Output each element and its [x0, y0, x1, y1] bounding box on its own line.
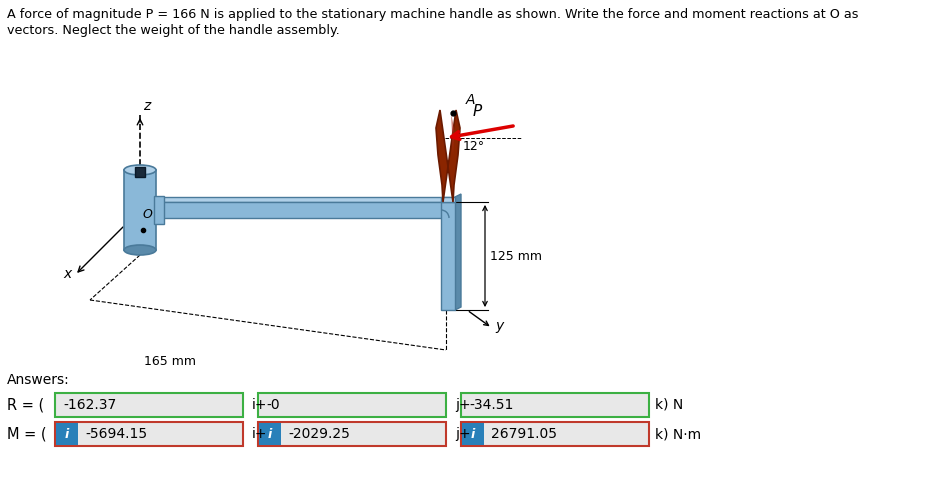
Polygon shape	[123, 170, 156, 250]
Text: P: P	[472, 104, 482, 119]
Text: -0: -0	[265, 398, 279, 412]
FancyBboxPatch shape	[258, 393, 445, 417]
Text: M = (: M = (	[7, 426, 46, 441]
Polygon shape	[441, 197, 455, 202]
Text: i: i	[267, 427, 272, 440]
FancyBboxPatch shape	[56, 423, 78, 445]
Text: y: y	[495, 319, 503, 333]
FancyBboxPatch shape	[258, 422, 445, 446]
Ellipse shape	[123, 245, 156, 255]
Text: k) N·m: k) N·m	[654, 427, 701, 441]
Text: z: z	[143, 99, 150, 113]
Polygon shape	[435, 110, 459, 202]
Text: j+: j+	[455, 427, 470, 441]
Polygon shape	[450, 113, 454, 155]
Polygon shape	[135, 167, 145, 177]
FancyBboxPatch shape	[461, 423, 483, 445]
Polygon shape	[455, 194, 460, 310]
Text: 165 mm: 165 mm	[144, 355, 196, 368]
Text: O: O	[143, 208, 153, 221]
FancyBboxPatch shape	[460, 393, 649, 417]
Text: -2029.25: -2029.25	[288, 427, 350, 441]
Text: -34.51: -34.51	[469, 398, 513, 412]
Text: 12°: 12°	[462, 140, 484, 153]
Polygon shape	[154, 196, 164, 224]
Text: Answers:: Answers:	[7, 373, 70, 387]
Polygon shape	[161, 197, 449, 202]
Text: 125 mm: 125 mm	[489, 249, 541, 262]
FancyBboxPatch shape	[460, 422, 649, 446]
Text: x: x	[63, 267, 71, 281]
Text: -5694.15: -5694.15	[84, 427, 147, 441]
FancyBboxPatch shape	[55, 422, 243, 446]
Text: k) N: k) N	[654, 398, 682, 412]
Text: R = (: R = (	[7, 397, 45, 412]
Ellipse shape	[123, 165, 156, 175]
Text: i: i	[470, 427, 474, 440]
Text: j+: j+	[455, 398, 470, 412]
FancyBboxPatch shape	[259, 423, 280, 445]
FancyBboxPatch shape	[55, 393, 243, 417]
Text: A: A	[466, 93, 475, 107]
Polygon shape	[161, 202, 449, 218]
Text: A force of magnitude P = 166 N is applied to the stationary machine handle as sh: A force of magnitude P = 166 N is applie…	[7, 8, 857, 21]
Text: i: i	[65, 427, 69, 440]
Text: i+: i+	[251, 398, 267, 412]
Text: 26791.05: 26791.05	[491, 427, 557, 441]
Polygon shape	[441, 202, 455, 310]
Text: -162.37: -162.37	[63, 398, 116, 412]
Text: vectors. Neglect the weight of the handle assembly.: vectors. Neglect the weight of the handl…	[7, 24, 340, 37]
Text: i+: i+	[251, 427, 267, 441]
